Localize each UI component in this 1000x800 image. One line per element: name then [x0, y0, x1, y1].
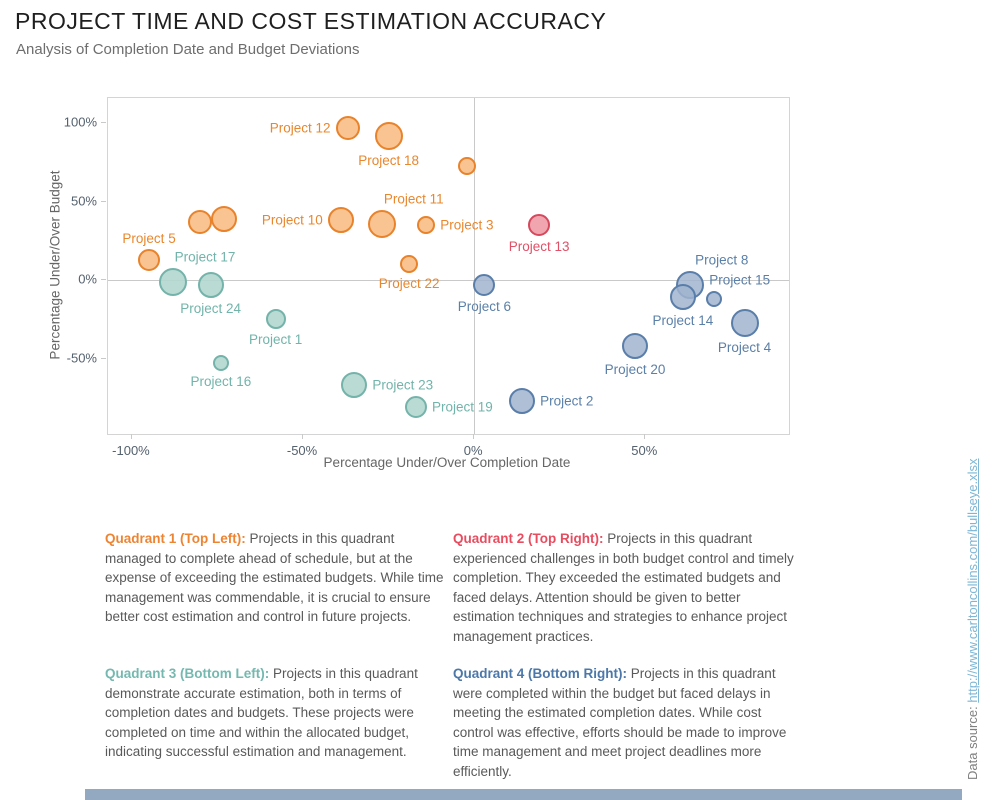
bubble-label: Project 6: [457, 298, 512, 314]
data-bubble-project-6[interactable]: [473, 273, 496, 296]
data-bubble-project-17[interactable]: [159, 267, 188, 296]
bubble-label: Project 10: [261, 212, 323, 228]
data-source-prefix: Data source:: [965, 702, 980, 780]
data-bubble-project-3[interactable]: [417, 216, 436, 235]
data-bubble-project-16[interactable]: [212, 355, 229, 372]
x-tick-label: -100%: [112, 443, 150, 458]
x-tick: [644, 434, 646, 439]
x-axis-title: Percentage Under/Over Completion Date: [323, 455, 571, 470]
data-bubble-project-5[interactable]: [138, 248, 161, 271]
plot-area: Project 12 Project 18 Project 10 Project 11…: [107, 97, 790, 435]
data-bubble-project-2[interactable]: [509, 388, 536, 415]
y-tick-label: 50%: [70, 193, 97, 209]
data-bubble-project-4[interactable]: [730, 308, 759, 337]
data-bubble-project-18[interactable]: [374, 121, 403, 150]
footer-bar: [85, 789, 962, 800]
bubble-label: Project 11: [383, 191, 444, 207]
x-tick: [473, 434, 475, 439]
bubble-label: Project 3: [440, 217, 494, 233]
data-bubble-project-24[interactable]: [197, 271, 224, 298]
bubble-label: Project 14: [652, 313, 714, 329]
bubble-label: Project 16: [190, 374, 252, 390]
y-tick: [101, 357, 106, 359]
page-subtitle: Analysis of Completion Date and Budget D…: [16, 41, 360, 58]
bubble-label: Project 18: [358, 152, 420, 168]
quadrant-3-heading: Quadrant 3 (Bottom Left):: [105, 666, 270, 681]
data-bubble-project-19[interactable]: [404, 396, 427, 419]
data-bubble-project-11[interactable]: [367, 209, 396, 238]
bubble-label: Project 17: [174, 249, 236, 265]
data-bubble-project-22[interactable]: [400, 255, 419, 274]
quadrant-1-heading: Quadrant 1 (Top Left):: [105, 531, 246, 546]
bubble-label: Project 12: [269, 120, 331, 136]
y-tick: [101, 279, 106, 281]
data-bubble-project-10[interactable]: [327, 207, 354, 234]
data-bubble-project-13[interactable]: [528, 214, 551, 237]
x-tick-label: 0%: [463, 443, 483, 458]
bubble-label: Project 13: [508, 239, 570, 255]
quadrant-note-3: Quadrant 3 (Bottom Left): Projects in th…: [105, 664, 447, 762]
bubble-label: Project 4: [717, 339, 772, 355]
data-bubble-project-1[interactable]: [265, 309, 286, 330]
quadrant-2-body: Projects in this quadrant experienced ch…: [453, 531, 794, 644]
x-tick-label: 50%: [631, 443, 658, 458]
bubble-label: Project 19: [431, 399, 493, 415]
x-tick: [130, 434, 132, 439]
quadrant-note-1: Quadrant 1 (Top Left): Projects in this …: [105, 529, 447, 627]
data-bubble-unlabeled[interactable]: [458, 156, 477, 175]
y-axis-title: Percentage Under/Over Budget: [47, 170, 63, 360]
x-tick-label: -50%: [286, 443, 318, 458]
bubble-label: Project 8: [695, 252, 749, 268]
bubble-label: Project 15: [709, 272, 771, 288]
y-tick-label: -50%: [66, 350, 97, 366]
quadrant-3-body: Projects in this quadrant demonstrate ac…: [105, 666, 418, 759]
y-tick: [101, 122, 106, 124]
quadrant-4-body: Projects in this quadrant were completed…: [453, 666, 787, 779]
data-source-link[interactable]: http://www.carltoncollins.com/bullseye.x…: [965, 458, 980, 703]
bubble-label: Project 1: [249, 332, 303, 348]
bubble-label: Project 20: [604, 362, 666, 378]
bubble-label: Project 5: [122, 230, 176, 246]
data-bubble-unlabeled[interactable]: [211, 205, 238, 232]
quadrant-note-4: Quadrant 4 (Bottom Right): Projects in t…: [453, 664, 795, 781]
y-tick-label: 100%: [63, 114, 97, 130]
page-title: PROJECT TIME AND COST ESTIMATION ACCURAC…: [15, 8, 607, 34]
bubble-label: Project 24: [180, 300, 242, 316]
y-tick: [101, 200, 106, 202]
bubble-label: Project 22: [378, 276, 440, 292]
quadrant-4-heading: Quadrant 4 (Bottom Right):: [453, 666, 627, 681]
data-bubble-project-23[interactable]: [341, 372, 368, 399]
data-bubble-unlabeled[interactable]: [188, 210, 213, 235]
data-bubble-project-12[interactable]: [335, 115, 360, 140]
quadrant-1-body: Projects in this quadrant managed to com…: [105, 531, 444, 624]
y-tick-label: 0%: [78, 271, 97, 287]
data-source: Data source: http://www.carltoncollins.c…: [965, 458, 980, 780]
zero-gridline-vertical: [474, 98, 476, 434]
bubble-label: Project 2: [540, 393, 594, 409]
data-bubble-project-20[interactable]: [622, 333, 648, 360]
data-bubble-project-15[interactable]: [705, 290, 722, 307]
zero-gridline-horizontal: [108, 280, 789, 282]
quadrant-note-2: Quadrant 2 (Top Right): Projects in this…: [453, 529, 795, 646]
bubble-label: Project 23: [372, 377, 434, 393]
quadrant-2-heading: Quadrant 2 (Top Right):: [453, 531, 604, 546]
x-tick: [302, 434, 304, 439]
data-bubble-project-14[interactable]: [669, 284, 696, 311]
